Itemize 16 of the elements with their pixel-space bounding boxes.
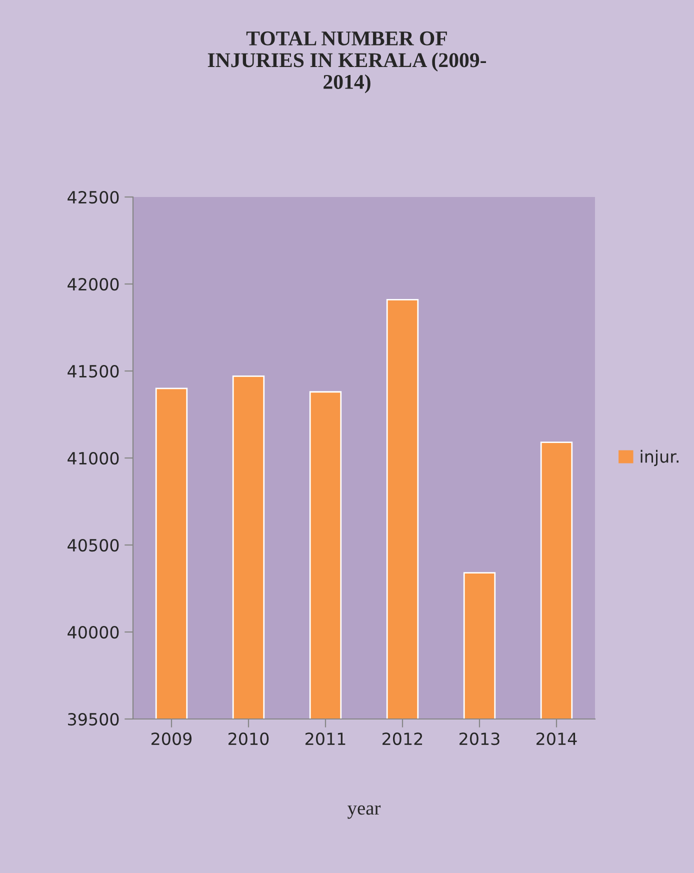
y-tick-label: 42500 [68, 190, 119, 204]
y-tick-label: 42000 [68, 278, 119, 291]
x-tick-label: 2010 [228, 732, 269, 746]
chart-title: TOTAL NUMBER OF INJURIES IN KERALA (2009- 2014) [208, 31, 486, 94]
y-tick-label: 39500 [68, 712, 119, 726]
y-tick-label: 41500 [68, 364, 119, 378]
x-tick-label: 2009 [152, 732, 192, 746]
x-tick-label: 2014 [536, 732, 577, 746]
x-tick-label: 2011 [306, 732, 346, 746]
x-axis-title: year [348, 805, 381, 819]
x-tick-label: 2013 [460, 732, 500, 746]
legend-label: injur. [640, 450, 678, 466]
y-tick-label: 41000 [68, 452, 119, 465]
x-tick-label: 2012 [382, 732, 422, 746]
y-tick-label: 40000 [68, 626, 119, 639]
y-tick-label: 40500 [68, 538, 119, 552]
